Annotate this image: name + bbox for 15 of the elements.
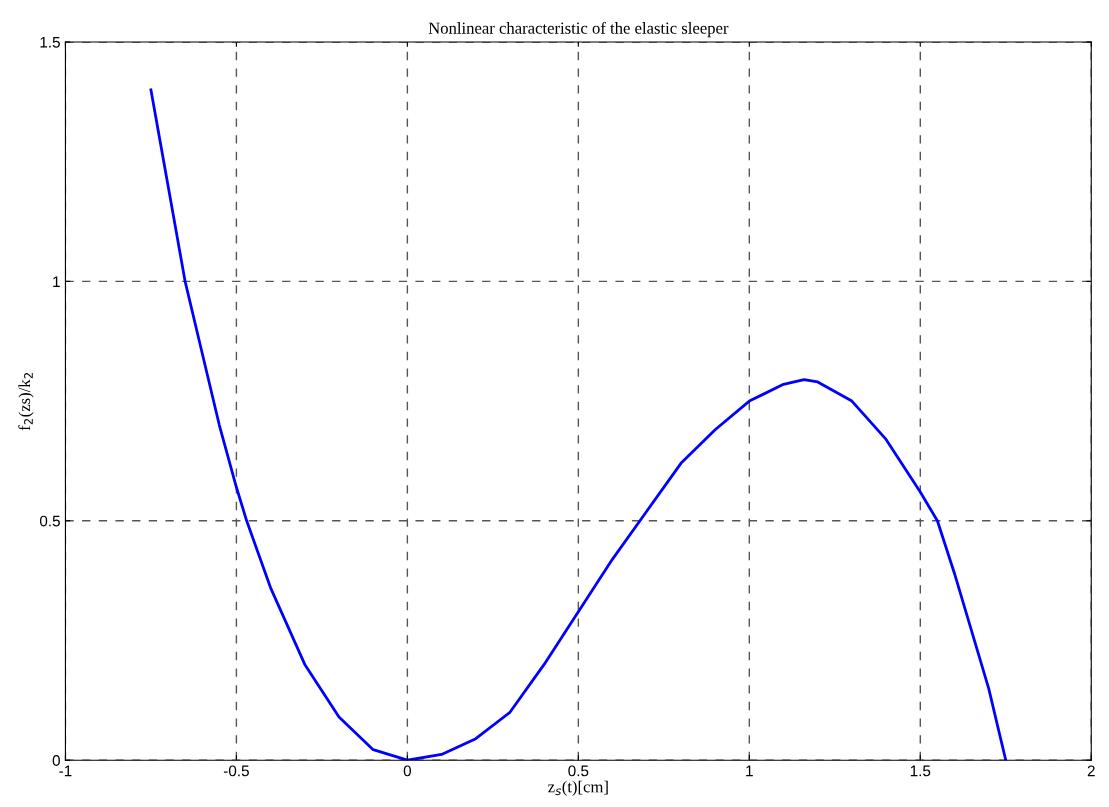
y-tick-label: 0 (52, 755, 60, 766)
x-tick-label: 1.5 (910, 765, 931, 777)
x-axis-title: z$_{s}$(t)[cm] (548, 780, 608, 796)
chart-title: Nonlinear characteristic of the elastic sleeper (428, 21, 729, 38)
y-axis-title: f$_{2}$(zs)/k$_{2}$ (18, 372, 34, 431)
x-tick-label: 0.5 (568, 765, 589, 777)
x-tick-label: 2 (1087, 765, 1095, 777)
line-series (149, 88, 1008, 761)
x-tick-label: -1 (59, 765, 72, 777)
x-tick-label: 1 (746, 765, 753, 777)
y-tick-label: 1 (53, 276, 60, 287)
y-tick-label: 0.5 (39, 515, 60, 527)
x-tick-label: -0.5 (223, 765, 249, 777)
x-tick-label: 0 (403, 765, 412, 777)
y-tick-label: 1.5 (40, 36, 60, 48)
